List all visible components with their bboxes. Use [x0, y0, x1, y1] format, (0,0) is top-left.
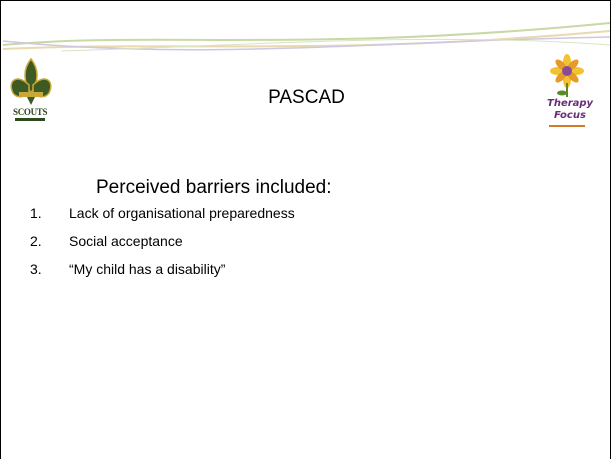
- therapy-focus-logo: [549, 54, 585, 127]
- item-number: 3.: [30, 261, 42, 277]
- item-text: Social acceptance: [69, 233, 183, 249]
- heading: Perceived barriers included:: [96, 177, 332, 198]
- list-item: 1. Lack of organisational preparedness: [30, 205, 295, 221]
- swoosh: [60, 38, 611, 52]
- swoosh: [2, 22, 611, 46]
- item-text: “My child has a disability”: [69, 261, 226, 277]
- slide-title: PASCAD: [268, 87, 345, 108]
- item-number: 2.: [30, 233, 42, 249]
- list-item: 3. “My child has a disability”: [30, 261, 225, 277]
- logo-text: Therapy: [547, 98, 594, 109]
- swoosh: [2, 36, 611, 51]
- scouts-logo: [10, 57, 52, 121]
- item-number: 1.: [30, 205, 42, 221]
- item-text: Lack of organisational preparedness: [69, 205, 295, 221]
- logo-text: Focus: [554, 110, 586, 121]
- logo-text: SCOUTS: [13, 107, 48, 117]
- list-item: 2. Social acceptance: [30, 233, 183, 249]
